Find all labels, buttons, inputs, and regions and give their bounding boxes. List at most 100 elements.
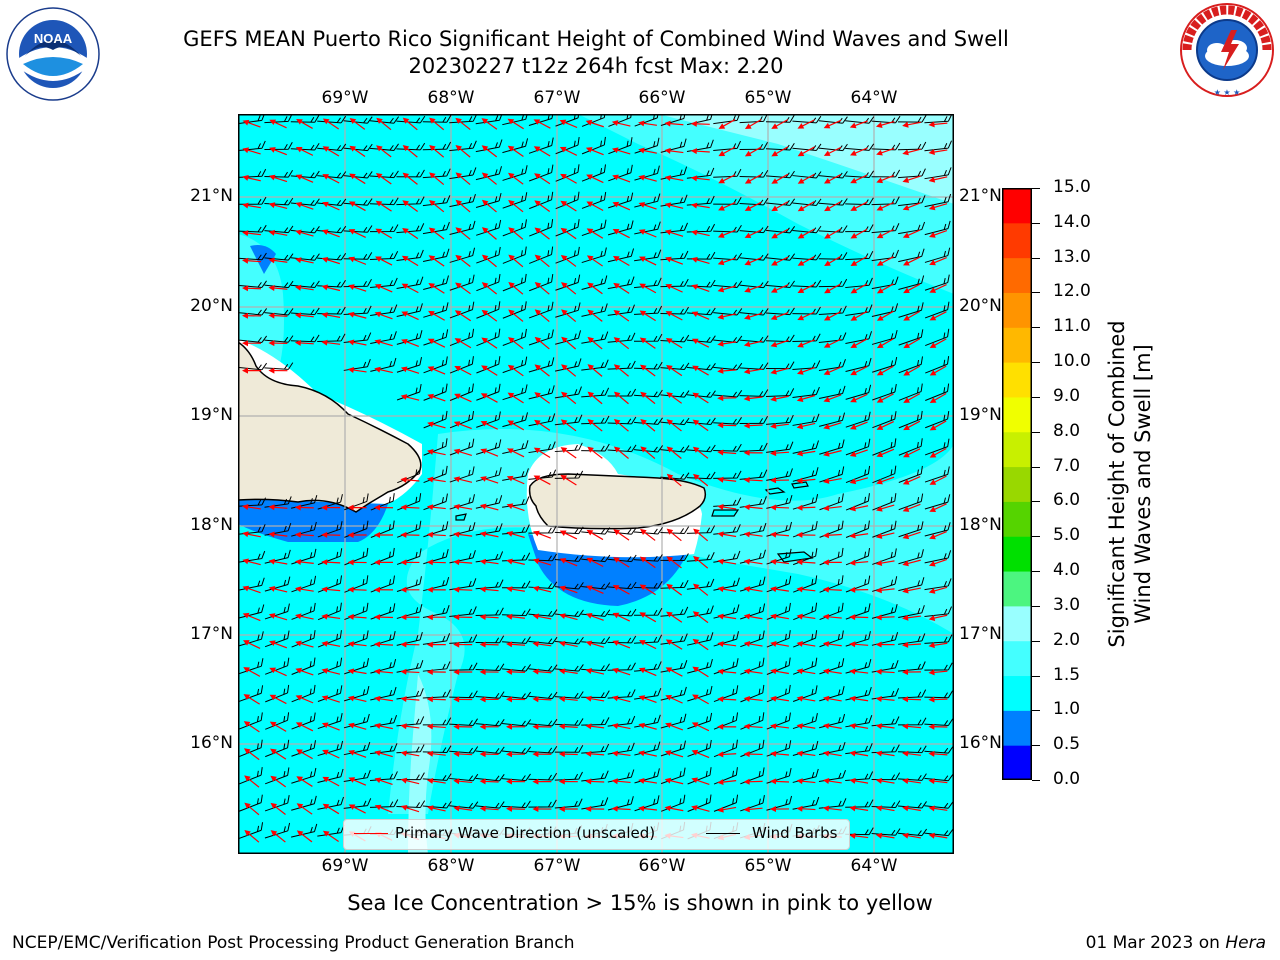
wave-arrow	[453, 723, 473, 730]
wave-arrow	[796, 477, 816, 484]
wind-barb	[819, 547, 844, 566]
wave-arrow	[294, 558, 314, 565]
wave-arrow	[902, 202, 921, 211]
wind-barb	[924, 662, 953, 671]
wind-barb	[423, 302, 449, 318]
wave-arrow	[902, 559, 921, 567]
wave-arrow	[376, 145, 392, 158]
wind-barb	[528, 441, 556, 454]
wind-barb	[422, 633, 451, 645]
wind-barb	[766, 414, 794, 425]
wind-barb	[396, 716, 425, 727]
wind-barb	[766, 548, 792, 565]
wind-barb	[291, 630, 316, 648]
wind-barb	[872, 493, 897, 511]
wind-barb	[290, 495, 318, 509]
wave-arrow	[534, 392, 551, 404]
wind-barb	[739, 522, 767, 536]
wind-barb	[634, 277, 662, 289]
wave-arrow	[876, 283, 894, 294]
colorbar-label: Significant Height of Combined Wind Wave…	[1104, 320, 1156, 647]
wave-arrow	[849, 777, 869, 784]
wave-arrow	[402, 117, 418, 131]
wave-contour-zone	[408, 674, 432, 854]
wind-barb	[871, 604, 898, 619]
wave-arrow	[744, 284, 763, 293]
wave-arrow	[797, 339, 815, 348]
wave-arrow	[850, 393, 868, 403]
wind-barb	[739, 442, 768, 452]
wave-arrow	[743, 340, 763, 348]
colorbar-label-line1: Significant Height of Combined	[1105, 320, 1129, 648]
wind-barb	[633, 581, 663, 589]
wave-arrow	[455, 172, 471, 186]
wind-barb	[449, 746, 479, 754]
wave-arrow	[347, 668, 367, 675]
wave-arrow	[532, 751, 552, 758]
wind-barb	[633, 607, 663, 616]
wind-barb	[898, 275, 925, 290]
wave-arrow	[455, 117, 471, 131]
wind-barb	[291, 602, 316, 620]
wave-arrow	[321, 504, 341, 511]
wave-arrow	[691, 805, 710, 812]
wave-arrow	[586, 174, 604, 184]
wave-arrow	[295, 640, 314, 648]
wind-barb	[607, 689, 636, 699]
wind-barb	[396, 688, 424, 700]
wind-barb	[476, 383, 501, 401]
wave-arrow	[507, 420, 525, 431]
wind-barb	[581, 690, 610, 699]
wave-arrow	[902, 750, 922, 757]
wind-barb	[475, 467, 502, 482]
wave-arrow	[717, 229, 736, 238]
wave-arrow	[453, 750, 473, 757]
wave-arrow	[770, 422, 790, 429]
wave-arrow	[744, 118, 762, 129]
wave-arrow	[374, 695, 393, 702]
wave-arrow	[850, 201, 868, 211]
wind-barb	[634, 193, 661, 208]
wave-arrow	[717, 696, 737, 703]
wind-barb	[449, 328, 475, 347]
wind-barb	[449, 494, 475, 510]
colorbar-tick-label: 4.0	[1053, 560, 1081, 581]
wave-arrow	[348, 804, 366, 814]
wave-arrow	[929, 392, 947, 403]
wave-arrow	[849, 805, 869, 812]
wind-barb	[423, 438, 448, 456]
wind-barb	[291, 521, 317, 537]
wave-arrow	[479, 531, 499, 538]
wave-arrow	[717, 668, 737, 675]
wind-barb	[819, 713, 846, 729]
wind-barb	[370, 520, 395, 538]
colorbar-tick-label: 11.0	[1053, 316, 1091, 337]
wave-arrow	[692, 694, 709, 705]
colorbar-tick-label: 3.0	[1053, 594, 1081, 615]
wind-barb	[343, 278, 372, 288]
wave-arrow	[375, 172, 392, 185]
wind-barb	[765, 388, 795, 397]
hispaniola-land	[238, 341, 422, 513]
wave-arrow	[824, 283, 841, 294]
wave-arrow	[587, 391, 603, 405]
wave-arrow	[744, 312, 763, 320]
wind-barb	[872, 383, 897, 401]
wave-arrow	[717, 340, 737, 347]
wave-arrow	[875, 641, 895, 648]
wind-barb	[317, 521, 343, 538]
wind-barb	[818, 798, 847, 809]
wind-barb	[660, 166, 688, 180]
wave-arrow	[349, 173, 366, 185]
wave-arrow	[322, 830, 339, 842]
wave-arrow	[797, 201, 815, 212]
wind-barb	[317, 198, 347, 206]
wave-arrow	[533, 119, 551, 129]
wave-arrow	[692, 638, 709, 651]
wind-barb	[898, 549, 924, 565]
wave-arrow	[743, 531, 763, 538]
lon-label-top: 65°W	[744, 88, 792, 108]
wave-arrow	[270, 748, 287, 760]
wind-barb	[687, 712, 713, 730]
wave-arrow	[348, 750, 367, 758]
